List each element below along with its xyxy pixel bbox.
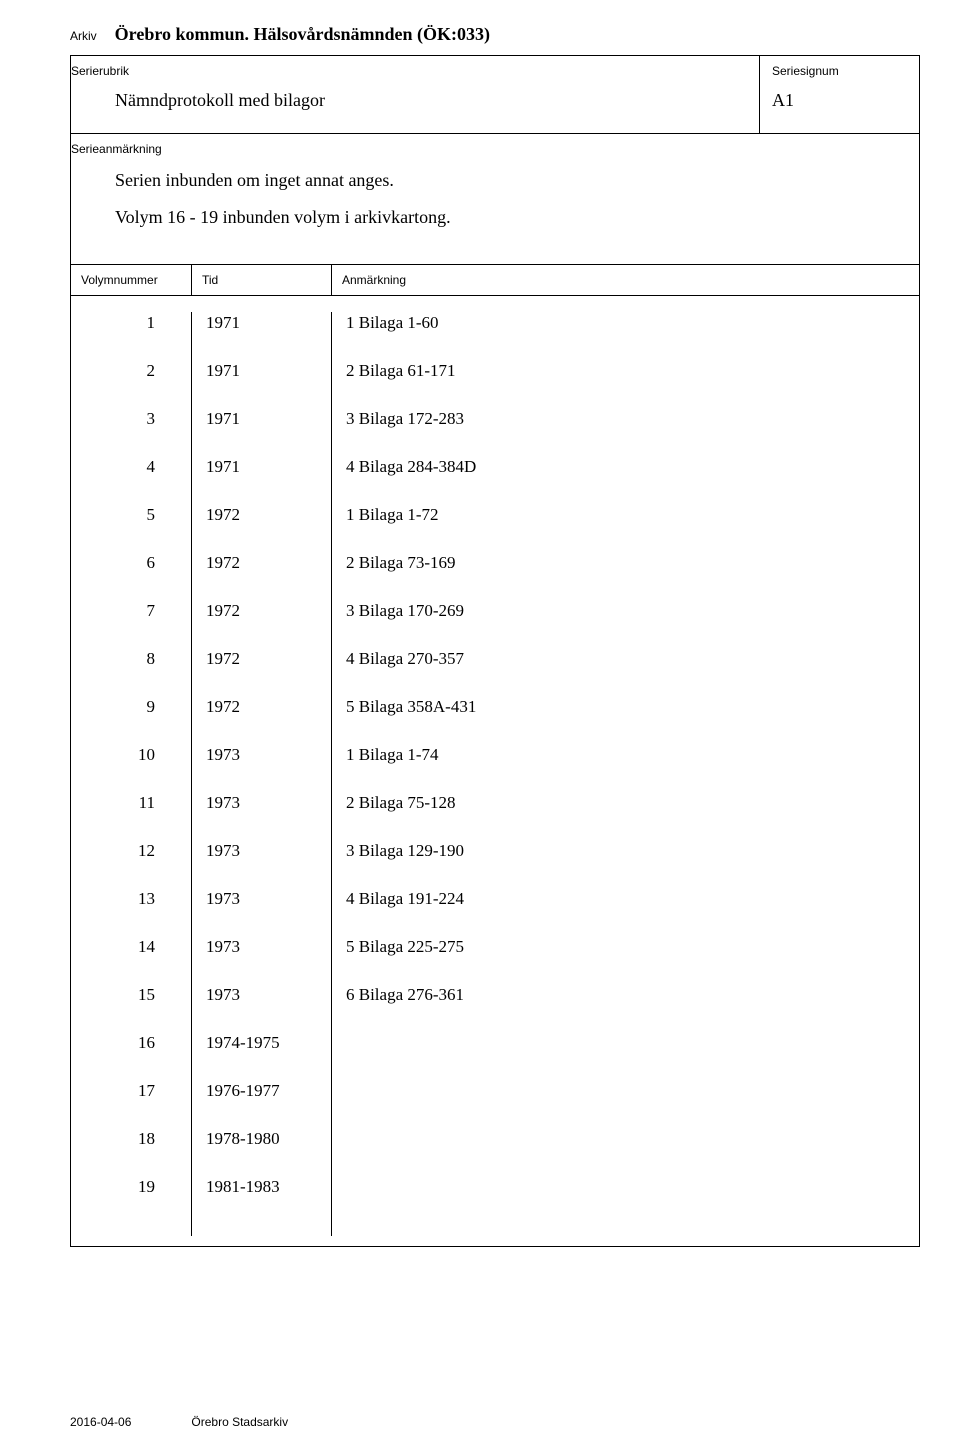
cell-volymnummer: 19 xyxy=(71,1176,155,1224)
cell-anmarkning: 2 Bilaga 75-128 xyxy=(346,792,919,840)
meta-seriesignum: Seriesignum A1 xyxy=(759,56,919,133)
meta-box: Serierubrik Nämndprotokoll med bilagor S… xyxy=(70,55,920,134)
header-row: Arkiv Örebro kommun. Hälsovårdsnämnden (… xyxy=(70,24,920,45)
note-line: Serien inbunden om inget annat anges. xyxy=(115,170,907,191)
cell-anmarkning: 3 Bilaga 172-283 xyxy=(346,408,919,456)
cell-volymnummer: 18 xyxy=(71,1128,155,1176)
cell-anmarkning: 2 Bilaga 61-171 xyxy=(346,360,919,408)
cell-volymnummer: 7 xyxy=(71,600,155,648)
cell-anmarkning: 1 Bilaga 1-72 xyxy=(346,504,919,552)
volume-table: Volymnummer Tid Anmärkning 1234567891011… xyxy=(70,265,920,1247)
cell-tid: 1972 xyxy=(206,504,331,552)
cell-volymnummer: 17 xyxy=(71,1080,155,1128)
cell-anmarkning: 3 Bilaga 170-269 xyxy=(346,600,919,648)
col-anmarkning: 1 Bilaga 1-602 Bilaga 61-1713 Bilaga 172… xyxy=(331,312,919,1236)
footer-source: Örebro Stadsarkiv xyxy=(191,1415,288,1429)
note-label: Serieanmärkning xyxy=(71,142,907,156)
cell-tid: 1973 xyxy=(206,792,331,840)
col-header-volymnummer: Volymnummer xyxy=(71,265,191,295)
meta-serierubrik: Serierubrik Nämndprotokoll med bilagor xyxy=(71,56,759,133)
cell-volymnummer: 2 xyxy=(71,360,155,408)
cell-volymnummer: 12 xyxy=(71,840,155,888)
table-header: Volymnummer Tid Anmärkning xyxy=(71,265,919,296)
cell-anmarkning: 4 Bilaga 270-357 xyxy=(346,648,919,696)
cell-anmarkning: 4 Bilaga 284-384D xyxy=(346,456,919,504)
footer-date: 2016-04-06 xyxy=(70,1415,131,1429)
seriesignum-label: Seriesignum xyxy=(772,64,907,78)
arkiv-title: Örebro kommun. Hälsovårdsnämnden (ÖK:033… xyxy=(115,24,490,45)
cell-volymnummer: 9 xyxy=(71,696,155,744)
cell-anmarkning: 3 Bilaga 129-190 xyxy=(346,840,919,888)
cell-tid: 1972 xyxy=(206,696,331,744)
cell-tid: 1976-1977 xyxy=(206,1080,331,1128)
cell-volymnummer: 14 xyxy=(71,936,155,984)
cell-tid: 1973 xyxy=(206,936,331,984)
cell-tid: 1971 xyxy=(206,408,331,456)
cell-volymnummer: 5 xyxy=(71,504,155,552)
note-line: Volym 16 - 19 inbunden volym i arkivkart… xyxy=(115,207,907,228)
seriesignum-value: A1 xyxy=(772,90,907,111)
arkiv-label: Arkiv xyxy=(70,29,97,43)
cell-anmarkning: 6 Bilaga 276-361 xyxy=(346,984,919,1032)
col-header-anmarkning: Anmärkning xyxy=(331,265,919,295)
cell-anmarkning: 1 Bilaga 1-74 xyxy=(346,744,919,792)
cell-anmarkning: 1 Bilaga 1-60 xyxy=(346,312,919,360)
cell-tid: 1973 xyxy=(206,888,331,936)
serierubrik-value: Nämndprotokoll med bilagor xyxy=(71,90,747,111)
cell-tid: 1972 xyxy=(206,552,331,600)
cell-anmarkning xyxy=(346,1176,919,1224)
cell-anmarkning xyxy=(346,1128,919,1176)
cell-volymnummer: 13 xyxy=(71,888,155,936)
cell-anmarkning: 2 Bilaga 73-169 xyxy=(346,552,919,600)
cell-volymnummer: 10 xyxy=(71,744,155,792)
col-header-tid: Tid xyxy=(191,265,331,295)
cell-tid: 1971 xyxy=(206,360,331,408)
cell-volymnummer: 16 xyxy=(71,1032,155,1080)
cell-tid: 1972 xyxy=(206,648,331,696)
cell-anmarkning: 4 Bilaga 191-224 xyxy=(346,888,919,936)
cell-tid: 1973 xyxy=(206,984,331,1032)
table-body: 12345678910111213141516171819 1971197119… xyxy=(71,296,919,1246)
cell-tid: 1973 xyxy=(206,840,331,888)
cell-tid: 1974-1975 xyxy=(206,1032,331,1080)
cell-volymnummer: 6 xyxy=(71,552,155,600)
cell-tid: 1971 xyxy=(206,312,331,360)
cell-tid: 1971 xyxy=(206,456,331,504)
serierubrik-label: Serierubrik xyxy=(71,64,747,78)
cell-tid: 1972 xyxy=(206,600,331,648)
cell-volymnummer: 1 xyxy=(71,312,155,360)
cell-volymnummer: 11 xyxy=(71,792,155,840)
col-volymnummer: 12345678910111213141516171819 xyxy=(71,312,191,1236)
cell-volymnummer: 8 xyxy=(71,648,155,696)
cell-volymnummer: 15 xyxy=(71,984,155,1032)
footer: 2016-04-06 Örebro Stadsarkiv xyxy=(70,1415,288,1429)
cell-tid: 1981-1983 xyxy=(206,1176,331,1224)
note-lines: Serien inbunden om inget annat anges. Vo… xyxy=(71,170,907,228)
page: Arkiv Örebro kommun. Hälsovårdsnämnden (… xyxy=(0,0,960,1447)
cell-anmarkning xyxy=(346,1080,919,1128)
cell-anmarkning: 5 Bilaga 358A-431 xyxy=(346,696,919,744)
col-tid: 1971197119711971197219721972197219721973… xyxy=(191,312,331,1236)
cell-anmarkning: 5 Bilaga 225-275 xyxy=(346,936,919,984)
cell-anmarkning xyxy=(346,1032,919,1080)
cell-tid: 1973 xyxy=(206,744,331,792)
cell-volymnummer: 3 xyxy=(71,408,155,456)
cell-volymnummer: 4 xyxy=(71,456,155,504)
note-box: Serieanmärkning Serien inbunden om inget… xyxy=(70,134,920,265)
cell-tid: 1978-1980 xyxy=(206,1128,331,1176)
